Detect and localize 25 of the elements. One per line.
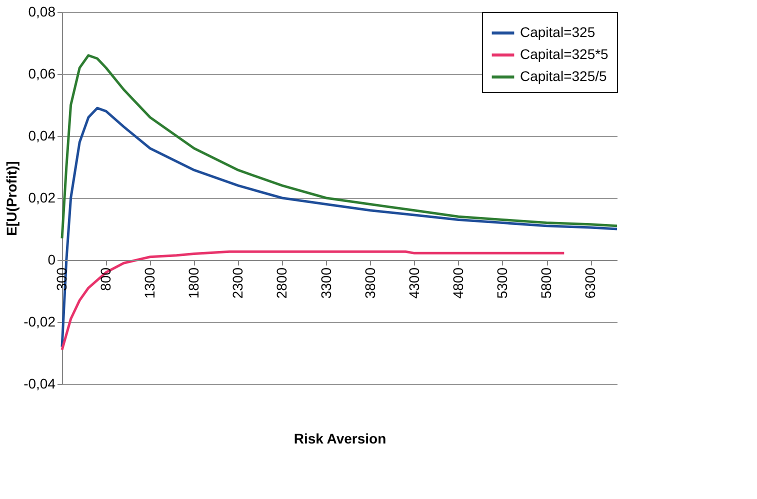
y-tick-label: 0: [48, 252, 56, 268]
x-tick-label: 800: [98, 267, 114, 291]
x-axis-title: Risk Aversion: [294, 430, 386, 447]
y-tick-label: 0,08: [28, 4, 56, 20]
x-tick-label: 3800: [362, 267, 378, 299]
legend-label: Capital=325*5: [520, 46, 609, 62]
legend-label: Capital=325: [520, 24, 596, 40]
y-axis-title: E[U(Profit)]: [4, 161, 20, 236]
x-tick-label: 1800: [186, 267, 202, 299]
y-tick-label: -0,04: [24, 376, 56, 392]
x-tick-label: 2800: [274, 267, 290, 299]
y-tick-label: 0,04: [28, 128, 56, 144]
x-tick-label: 6300: [582, 267, 598, 299]
x-tick-label: 2300: [230, 267, 246, 299]
x-tick-label: 5300: [494, 267, 510, 299]
x-tick-label: 4800: [450, 267, 466, 299]
x-tick-label: 5800: [538, 267, 554, 299]
x-tick-label: 4300: [406, 267, 422, 299]
x-tick-label: 300: [54, 267, 70, 291]
x-tick-label: 1300: [142, 267, 158, 299]
y-tick-label: -0,02: [24, 314, 56, 330]
x-tick-label: 3300: [318, 267, 334, 299]
y-tick-label: 0,06: [28, 66, 56, 82]
legend-label: Capital=325/5: [520, 68, 608, 84]
y-tick-label: 0,02: [28, 190, 56, 206]
